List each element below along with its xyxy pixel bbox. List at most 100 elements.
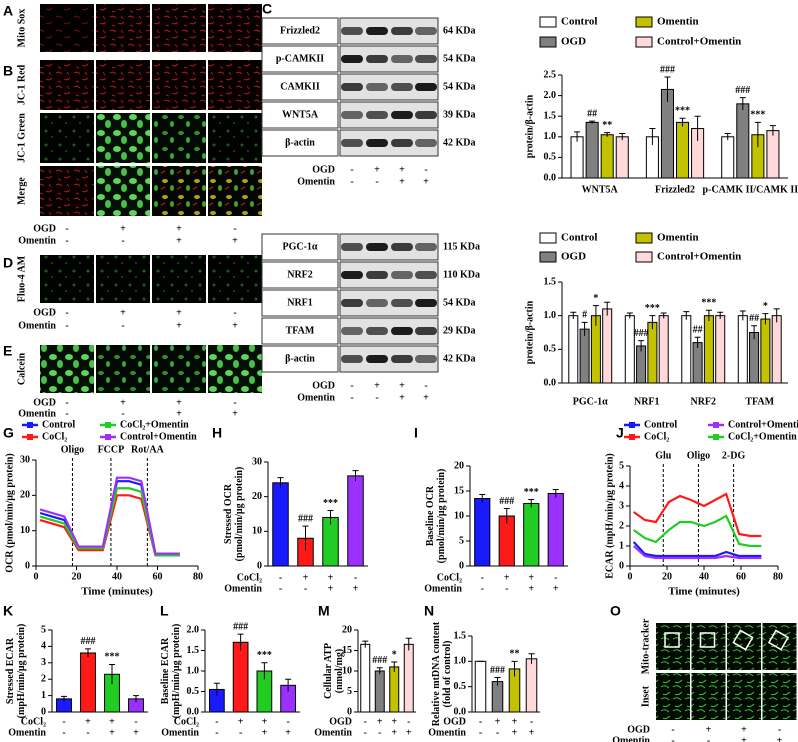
molecular-weight: 54 KDa	[443, 297, 476, 308]
legend-label: CoCl₂	[42, 431, 67, 442]
error-bar	[679, 117, 686, 127]
legend-label: Control+Omentin	[657, 36, 741, 48]
significance: ***	[323, 498, 338, 509]
micrograph	[762, 673, 797, 720]
blot-band	[341, 83, 363, 91]
condition-sign: -	[350, 380, 353, 391]
bar	[474, 660, 487, 713]
condition-sign: -	[350, 392, 353, 403]
error-bar	[511, 660, 518, 677]
bar	[389, 666, 400, 713]
significance: ***	[750, 110, 765, 121]
legend-swatch	[539, 16, 557, 28]
micrograph	[152, 166, 206, 216]
blot-band	[415, 355, 437, 363]
y-tick-label: 1	[41, 690, 46, 701]
x-tick-label: 0	[628, 571, 633, 582]
condition-sign: +	[399, 380, 405, 391]
y-tick-label: 1.5	[544, 276, 557, 287]
panel-letter: M	[318, 603, 330, 619]
panel-letter: A	[3, 3, 13, 19]
condition-sign: +	[391, 727, 397, 738]
legend-label: Omentin	[657, 16, 699, 28]
bar	[360, 643, 371, 713]
image-row-label: JC-1 Green	[16, 113, 27, 163]
error-bar	[660, 312, 667, 319]
legend-marker	[629, 434, 635, 440]
micrograph	[208, 255, 262, 303]
condition-sign: +	[176, 320, 182, 331]
condition-sign: -	[375, 176, 378, 187]
x-axis-label: Time (minutes)	[668, 586, 740, 598]
micrograph	[96, 345, 150, 393]
condition-sign: -	[65, 307, 68, 318]
condition-label: OGD	[443, 716, 466, 727]
significance: ###	[499, 496, 514, 507]
significance: *	[392, 649, 397, 660]
condition-sign: -	[65, 320, 68, 331]
event-label: Oligo	[687, 450, 710, 461]
y-tick-label: 5	[347, 686, 352, 697]
condition-sign: +	[232, 320, 238, 331]
bar	[525, 658, 538, 713]
inset-box	[699, 632, 716, 648]
bar	[374, 670, 385, 713]
condition-label: CoCl₂	[174, 716, 199, 727]
panel-letter: D	[3, 255, 13, 271]
micrograph	[152, 255, 206, 303]
y-tick-label: 1.0	[187, 665, 200, 676]
y-tick-label: 2.5	[544, 69, 557, 80]
legend-swatch	[539, 232, 557, 244]
y-tick-label: 10	[252, 526, 262, 537]
error-bar	[552, 489, 559, 498]
error-bar	[694, 115, 701, 141]
error-bar	[769, 125, 776, 136]
bar	[660, 88, 674, 179]
event-label: FCCP	[98, 444, 125, 455]
blot-band	[415, 327, 437, 335]
condition-sign: +	[120, 223, 126, 234]
significance: **	[510, 649, 520, 660]
condition-sign: -	[778, 724, 781, 735]
condition-sign: +	[232, 408, 238, 419]
legend-label: Control	[561, 16, 597, 28]
inset-box	[664, 632, 680, 648]
molecular-weight: 54 KDa	[443, 53, 476, 64]
y-tick-label: 0	[619, 560, 624, 571]
error-bar	[751, 325, 758, 340]
error-bar	[754, 121, 761, 148]
significance: *	[763, 301, 768, 312]
image-row-label: Calcein	[16, 352, 27, 385]
legend-label: Omentin	[657, 232, 699, 244]
error-bar	[592, 305, 599, 326]
micrograph	[152, 113, 206, 163]
y-tick-label: 2	[619, 520, 624, 531]
condition-label: Omentin	[297, 176, 335, 187]
legend-swatch	[635, 251, 653, 263]
error-bar	[626, 312, 633, 319]
category-label: Frizzled2	[655, 184, 695, 195]
condition-sign: -	[121, 408, 124, 419]
condition-sign: +	[374, 380, 380, 391]
error-bar	[503, 508, 510, 524]
category-label: WNT5A	[582, 184, 619, 195]
x-tick-label: 60	[153, 571, 163, 582]
blot-label-box	[261, 45, 339, 73]
error-bar	[327, 510, 334, 525]
blot-label-box	[261, 129, 339, 157]
x-tick-label: 40	[112, 571, 122, 582]
micrograph	[152, 4, 206, 52]
bar	[579, 328, 590, 384]
bar	[715, 315, 726, 384]
condition-sign: +	[706, 724, 712, 735]
condition-sign: +	[399, 164, 405, 175]
error-bar	[649, 128, 656, 146]
condition-sign: -	[424, 380, 427, 391]
error-bar	[581, 321, 588, 336]
error-bar	[664, 76, 671, 102]
molecular-weight: 42 KDa	[443, 353, 476, 364]
condition-sign: +	[406, 727, 412, 738]
condition-sign: +	[303, 572, 309, 583]
significance: ###	[233, 621, 248, 632]
